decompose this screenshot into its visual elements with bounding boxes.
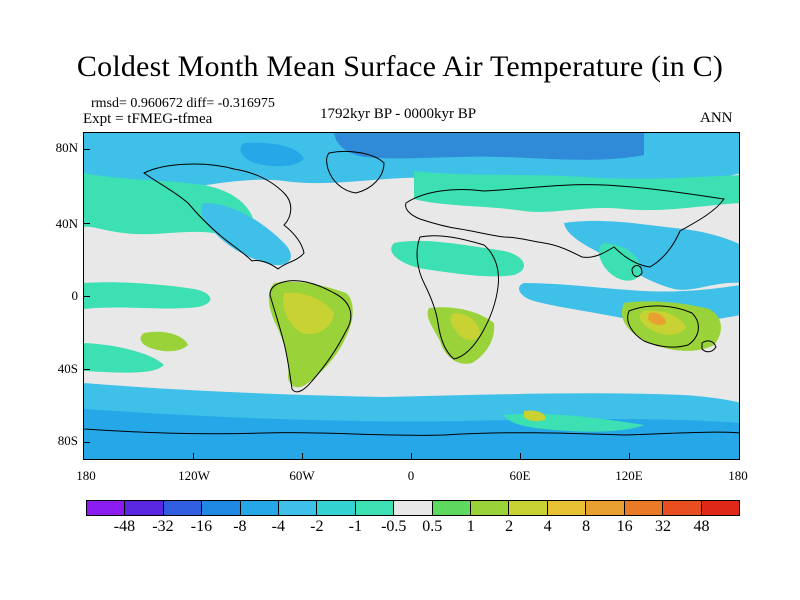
x-label-180w: 180 [76, 468, 96, 483]
period-label: 1792kyr BP - 0000kyr BP [320, 106, 477, 122]
colorbar-swatch [163, 501, 203, 515]
colorbar-swatch [394, 501, 433, 515]
colorbar-label: 1 [466, 518, 475, 535]
x-tick [411, 453, 412, 460]
y-label-0: 0 [71, 288, 79, 303]
colorbar-label: -0.5 [381, 518, 407, 535]
colorbar-swatch [125, 501, 164, 515]
x-tick [629, 453, 630, 460]
x-label-120w: 120W [178, 468, 210, 483]
colorbar-swatch [471, 501, 510, 515]
colorbar-label: -1 [348, 518, 362, 535]
colorbar-swatch [624, 501, 664, 515]
x-tick [302, 453, 303, 460]
colorbar-swatch [202, 501, 241, 515]
colorbar-label: 8 [582, 518, 591, 535]
colorbar-swatch [317, 501, 356, 515]
season-label: ANN [700, 110, 733, 126]
warm-anomaly-layer [140, 281, 721, 422]
colorbar [86, 500, 740, 516]
y-label-40n: 40N [55, 216, 78, 231]
y-tick [83, 223, 90, 224]
x-label-60w: 60W [289, 468, 315, 483]
colorbar-swatch [87, 501, 126, 515]
colorbar-label: -8 [233, 518, 247, 535]
colorbar-swatch [240, 501, 280, 515]
y-label-80n: 80N [55, 140, 78, 155]
colorbar-swatch [701, 501, 739, 515]
coastline-layer [84, 150, 739, 436]
experiment-label: Expt = tFMEG-tfmea [83, 111, 213, 127]
y-tick [83, 149, 90, 150]
colorbar-swatch [355, 501, 395, 515]
y-tick [83, 442, 90, 443]
map-plot-area [83, 132, 740, 460]
colorbar-label: 4 [543, 518, 552, 535]
colorbar-label: -48 [113, 518, 136, 535]
x-label-60e: 60E [509, 468, 531, 483]
map-title: Coldest Month Mean Surface Air Temperatu… [76, 50, 724, 83]
y-label-80s: 80S [57, 433, 78, 448]
y-label-40s: 40S [57, 361, 78, 376]
colorbar-label: -2 [310, 518, 324, 535]
x-label-180e: 180 [728, 468, 748, 483]
x-label-0: 0 [407, 468, 415, 483]
colorbar-label: -32 [152, 518, 174, 535]
colorbar-label: 48 [693, 518, 710, 535]
colorbar-swatch [663, 501, 702, 515]
colorbar-swatch [586, 501, 625, 515]
colorbar-swatch [509, 501, 548, 515]
stats-text: rmsd= 0.960672 diff= -0.316975 [91, 96, 275, 111]
colorbar-label: 0.5 [422, 518, 443, 535]
x-tick [193, 453, 194, 460]
y-tick [83, 369, 90, 370]
colorbar-label: 32 [655, 518, 672, 535]
colorbar-label: 16 [616, 518, 633, 535]
colorbar-swatch [279, 501, 318, 515]
x-tick [520, 453, 521, 460]
colorbar-label: -16 [190, 518, 213, 535]
colorbar-swatch [547, 501, 587, 515]
colorbar-label: -4 [271, 518, 285, 535]
colorbar-swatch [432, 501, 472, 515]
temperature-anomaly-map [84, 133, 739, 459]
x-label-120e: 120E [615, 468, 643, 483]
y-tick [83, 296, 90, 297]
cool-anomaly-layer [84, 133, 739, 459]
colorbar-label: 2 [505, 518, 514, 535]
